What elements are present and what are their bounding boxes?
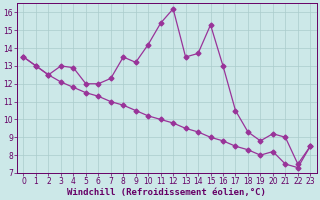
- X-axis label: Windchill (Refroidissement éolien,°C): Windchill (Refroidissement éolien,°C): [68, 188, 266, 197]
